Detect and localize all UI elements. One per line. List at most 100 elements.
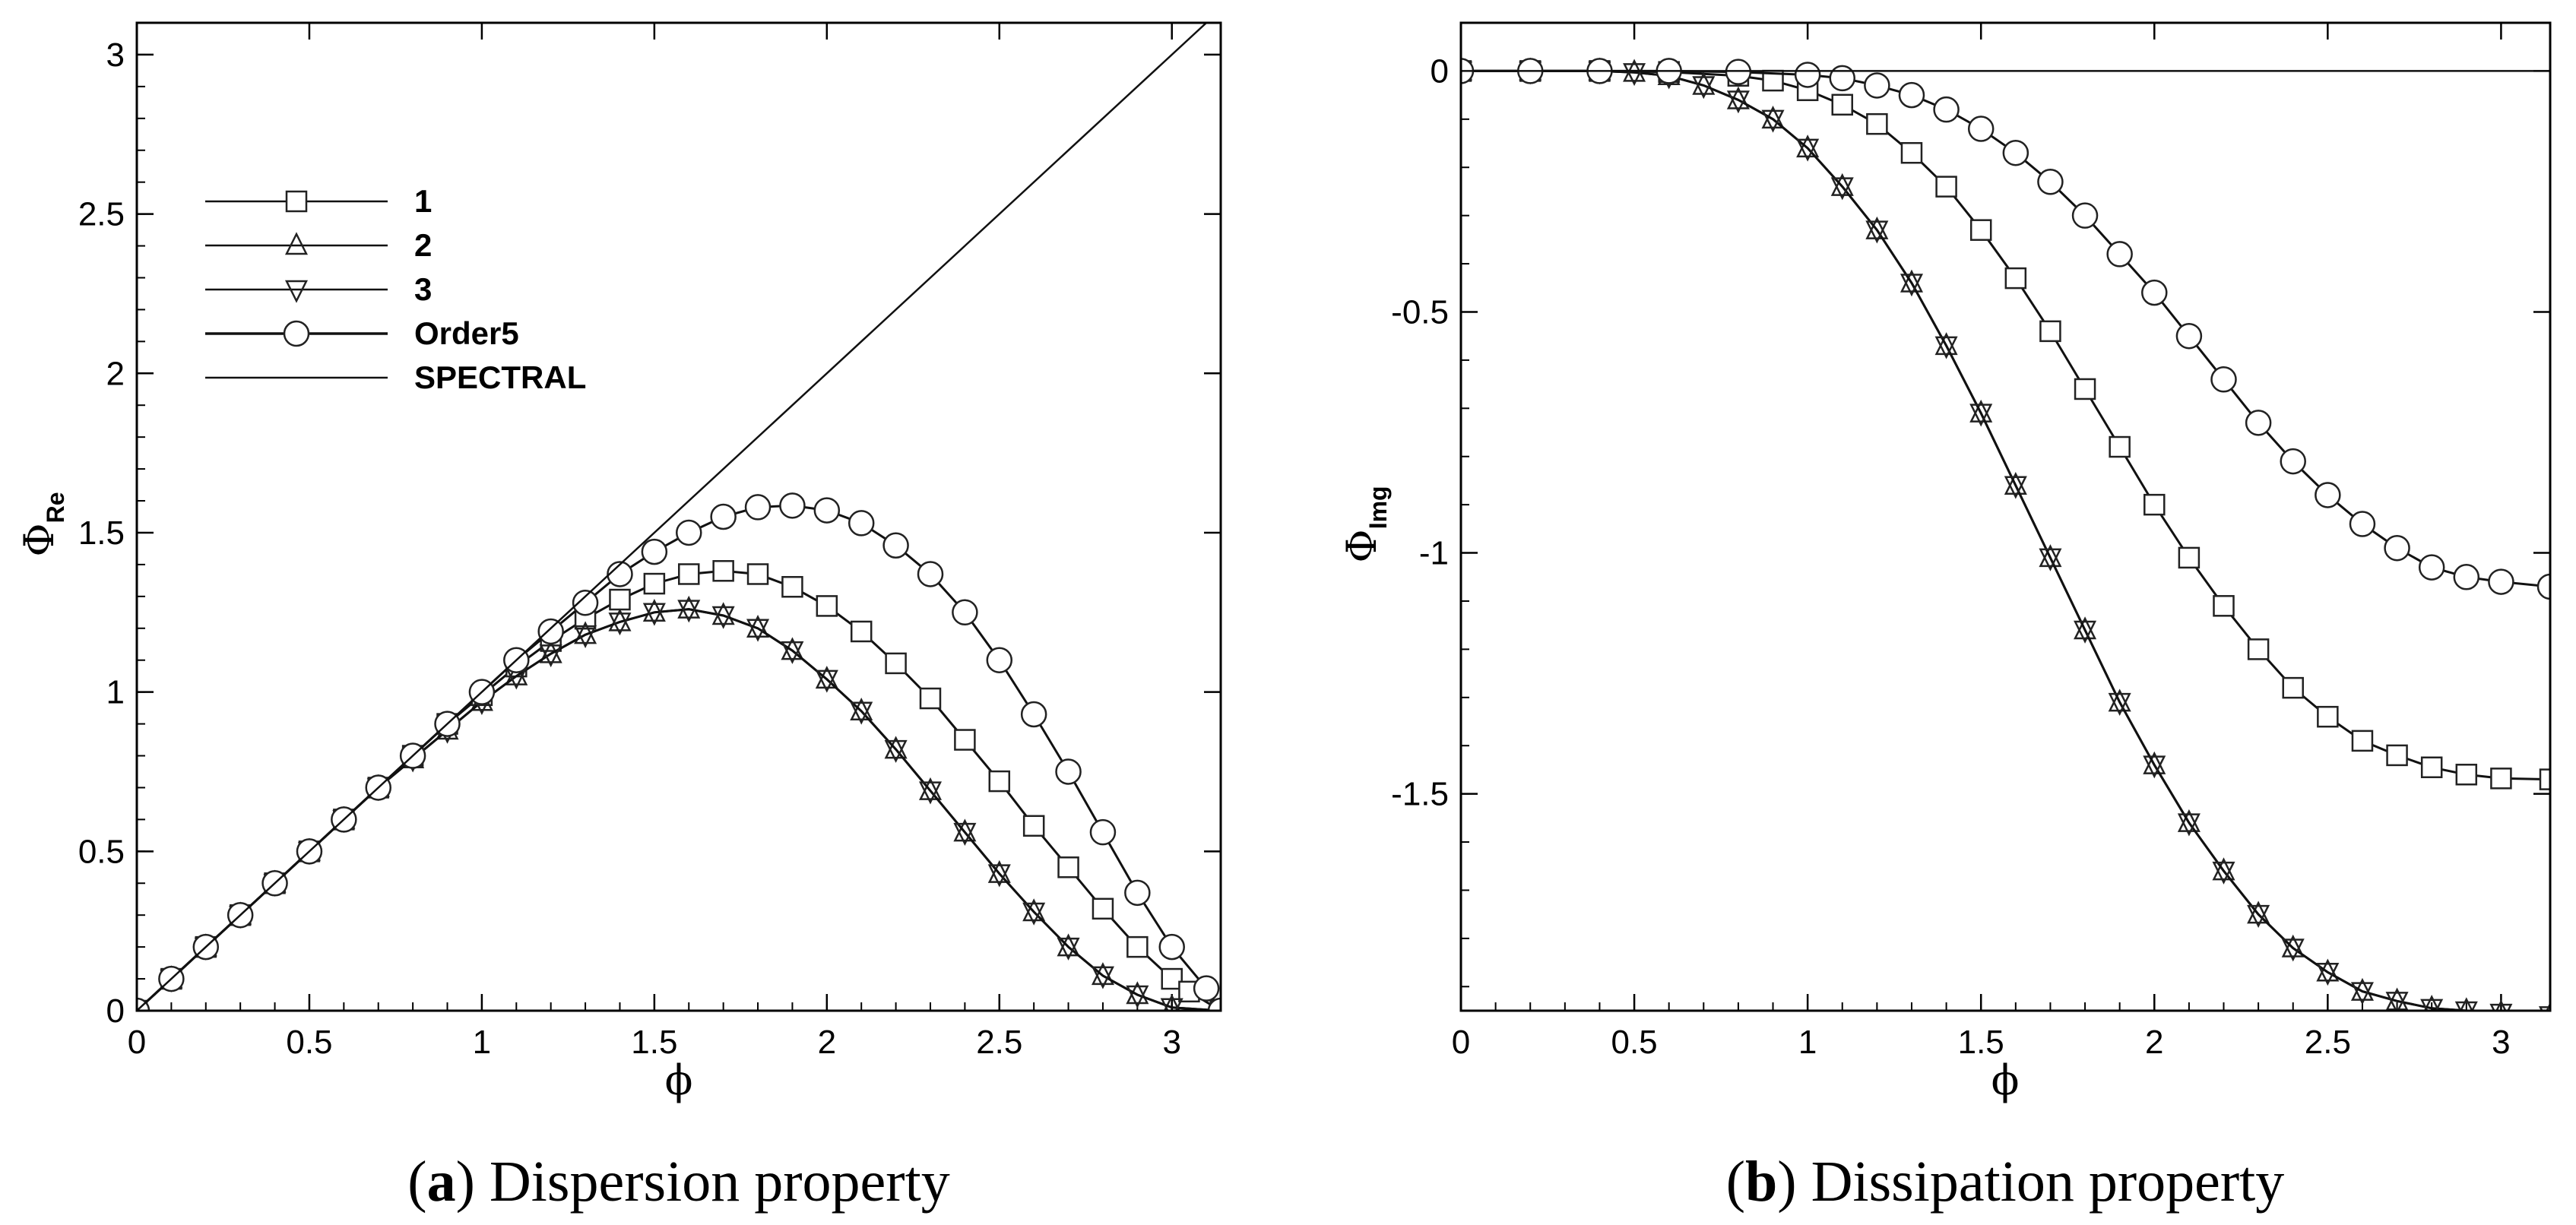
plot-a-series-order5-point (1158, 933, 1185, 961)
plot-a-series-1-point (1022, 815, 1045, 837)
plot-a-series-order5-point (1124, 879, 1151, 907)
plot-b-series-3-point (1900, 274, 1924, 297)
plot-b-xlabel: ϕ (1991, 1056, 2020, 1104)
plot-a-series-order5-point (537, 618, 564, 645)
plot-a-series-2-point (884, 736, 908, 759)
plot-a-series-order5-point (607, 561, 633, 587)
plot-b-series-3-point (2074, 620, 2097, 644)
plot-b-series-order5-point (2245, 410, 2272, 436)
plot-b-series-1-point (1831, 93, 1854, 116)
plot-a-series-1-line (137, 569, 1221, 1011)
caption-b: (b) Dissipation property (1726, 1150, 2285, 1214)
plot-a-series-3-point (918, 781, 943, 805)
caption-a-label: a (427, 1150, 456, 1214)
plot-a-series-2-point (1091, 962, 1114, 986)
plot-a-series-order5-point (676, 519, 702, 546)
plot-b-series-order5-point (2418, 554, 2445, 581)
plot-a-series-1-point (609, 588, 631, 611)
plot-b-series (1461, 57, 2550, 1011)
plot-b-series-3-point (1969, 404, 1993, 427)
plot-a-xtick-label: 3 (1162, 1024, 1180, 1061)
plot-a-series-order5-point (710, 503, 737, 530)
plot-b-series-2-point (1830, 173, 1854, 196)
plot-b-ytick-label: 0 (1431, 52, 1449, 90)
plot-b-series-order5-point (2210, 366, 2237, 393)
plot-b-series-order5-point (1933, 96, 1960, 123)
plot-a-ytick-label: 0 (106, 992, 125, 1030)
plot-a-series-2-point (850, 698, 873, 721)
plot-b-xtick-label: 1.5 (1958, 1024, 2004, 1061)
plot-a-series-spectral-line (137, 23, 1207, 1011)
plot-a-series-3-point (1160, 998, 1183, 1011)
plot-a-series-order5-point (917, 561, 944, 587)
panel-b: 0 0.5 1 1.5 2 2.5 3 0 -0.5 -1 -1.5 ϕ ΦImg (b) Diss… (1338, 21, 2552, 1214)
plot-b-ticks (1459, 23, 2550, 1011)
plot-b-series-order5-point (2349, 511, 2376, 537)
plot-b-tick-labels: 0 0.5 1 1.5 2 2.5 3 0 -0.5 -1 -1.5 (1391, 52, 2510, 1061)
plot-b-frame (1459, 21, 2552, 1012)
plot-b-series-1-point (2143, 493, 2166, 516)
plot-a-series-order5-point (1089, 818, 1117, 846)
plot-a-series-2-point (953, 818, 977, 842)
plot-b-series-1-point (2282, 676, 2304, 699)
plot-a-ytick-label: 3 (106, 36, 125, 74)
plot-a-ytick-label: 1.5 (78, 514, 125, 552)
plot-a-xtick-label: 1 (473, 1024, 491, 1061)
plot-b-series-order5-point (1794, 62, 1821, 88)
plot-b-xtick-label: 0 (1452, 1024, 1470, 1061)
plot-a-series-order5-point (1055, 758, 1082, 785)
plot-b-series-3-point (1692, 76, 1716, 100)
plot-a-series-3-point (987, 864, 1011, 888)
plot-a-xtick-label: 0.5 (286, 1024, 332, 1061)
plot-b-series-3-point (1726, 90, 1750, 114)
legend-3-marker (284, 280, 309, 303)
plot-b-series-order5-point (2280, 448, 2306, 475)
legend-order5-marker (283, 320, 310, 347)
plot-b-series-1-point (2004, 267, 2027, 290)
plot-b-series-2-point (2143, 751, 2166, 774)
plot-b-series-3-point (1830, 177, 1854, 201)
plot-a-series-3-point (608, 612, 632, 636)
plot-a-series-3-point (642, 603, 666, 626)
plot-a-series-order5-point (641, 538, 668, 565)
plot-b-ytick-label: -1 (1419, 535, 1449, 572)
plot-a-series-order5-point (1193, 975, 1220, 1002)
plot-b-series-1-point (2317, 705, 2339, 728)
plot-b-series-3-point (2177, 813, 2201, 837)
plot-b-series-2-point (2177, 809, 2201, 832)
plot-b-xtick-label: 2 (2145, 1024, 2163, 1061)
plot-b-series-1-point (2247, 638, 2270, 660)
plot-b-series-3-point (2212, 861, 2235, 885)
plot-b-series-1-point (2178, 546, 2201, 569)
plot-b-series-3-point (1623, 63, 1646, 87)
plot-b-ylabel: ΦImg (1338, 486, 1392, 562)
plot-b-series-order5-point (2071, 202, 2099, 229)
plot-a-frame (135, 21, 1222, 1012)
plot-b-series-order5-point (2141, 279, 2168, 306)
plot-b-series-3-point (2004, 476, 2027, 499)
plot-a-ytick-label: 0.5 (78, 833, 125, 870)
plot-b-series-1-point (2386, 744, 2408, 767)
plot-b-series-2-point (1900, 269, 1924, 293)
plot-b-series-3-point (1865, 220, 1889, 244)
plot-b-series-order5-point (2453, 564, 2480, 590)
plot-a-series-1-point (988, 770, 1011, 793)
plot-b-series-order5-point (2315, 482, 2341, 508)
plot-a-series-order5-point (882, 532, 909, 559)
plot-b-series-2-point (1969, 399, 1993, 423)
plot-a-series-1-point (1057, 856, 1079, 878)
plot-a-series-3-point (1091, 966, 1114, 989)
plot-b-series-3-point (2350, 982, 2374, 1005)
legend-1-marker (285, 190, 308, 213)
plot-a-series-order5-point (952, 599, 978, 626)
plot-b-ytick-label: -0.5 (1391, 293, 1449, 331)
plot-a-xtick-label: 0 (128, 1024, 146, 1061)
plot-a-series-order5-point (572, 589, 599, 616)
legend-order5-label: Order5 (414, 315, 519, 351)
plot-b-series-3-point (2316, 963, 2340, 986)
plot-b-series-3-point (2143, 755, 2166, 779)
plot-b-series-3-point (2281, 939, 2305, 962)
plot-b-series-order5-point (2536, 573, 2550, 600)
plot-a-ytick-label: 2.5 (78, 196, 125, 233)
plot-a-series-1-point (746, 563, 769, 585)
